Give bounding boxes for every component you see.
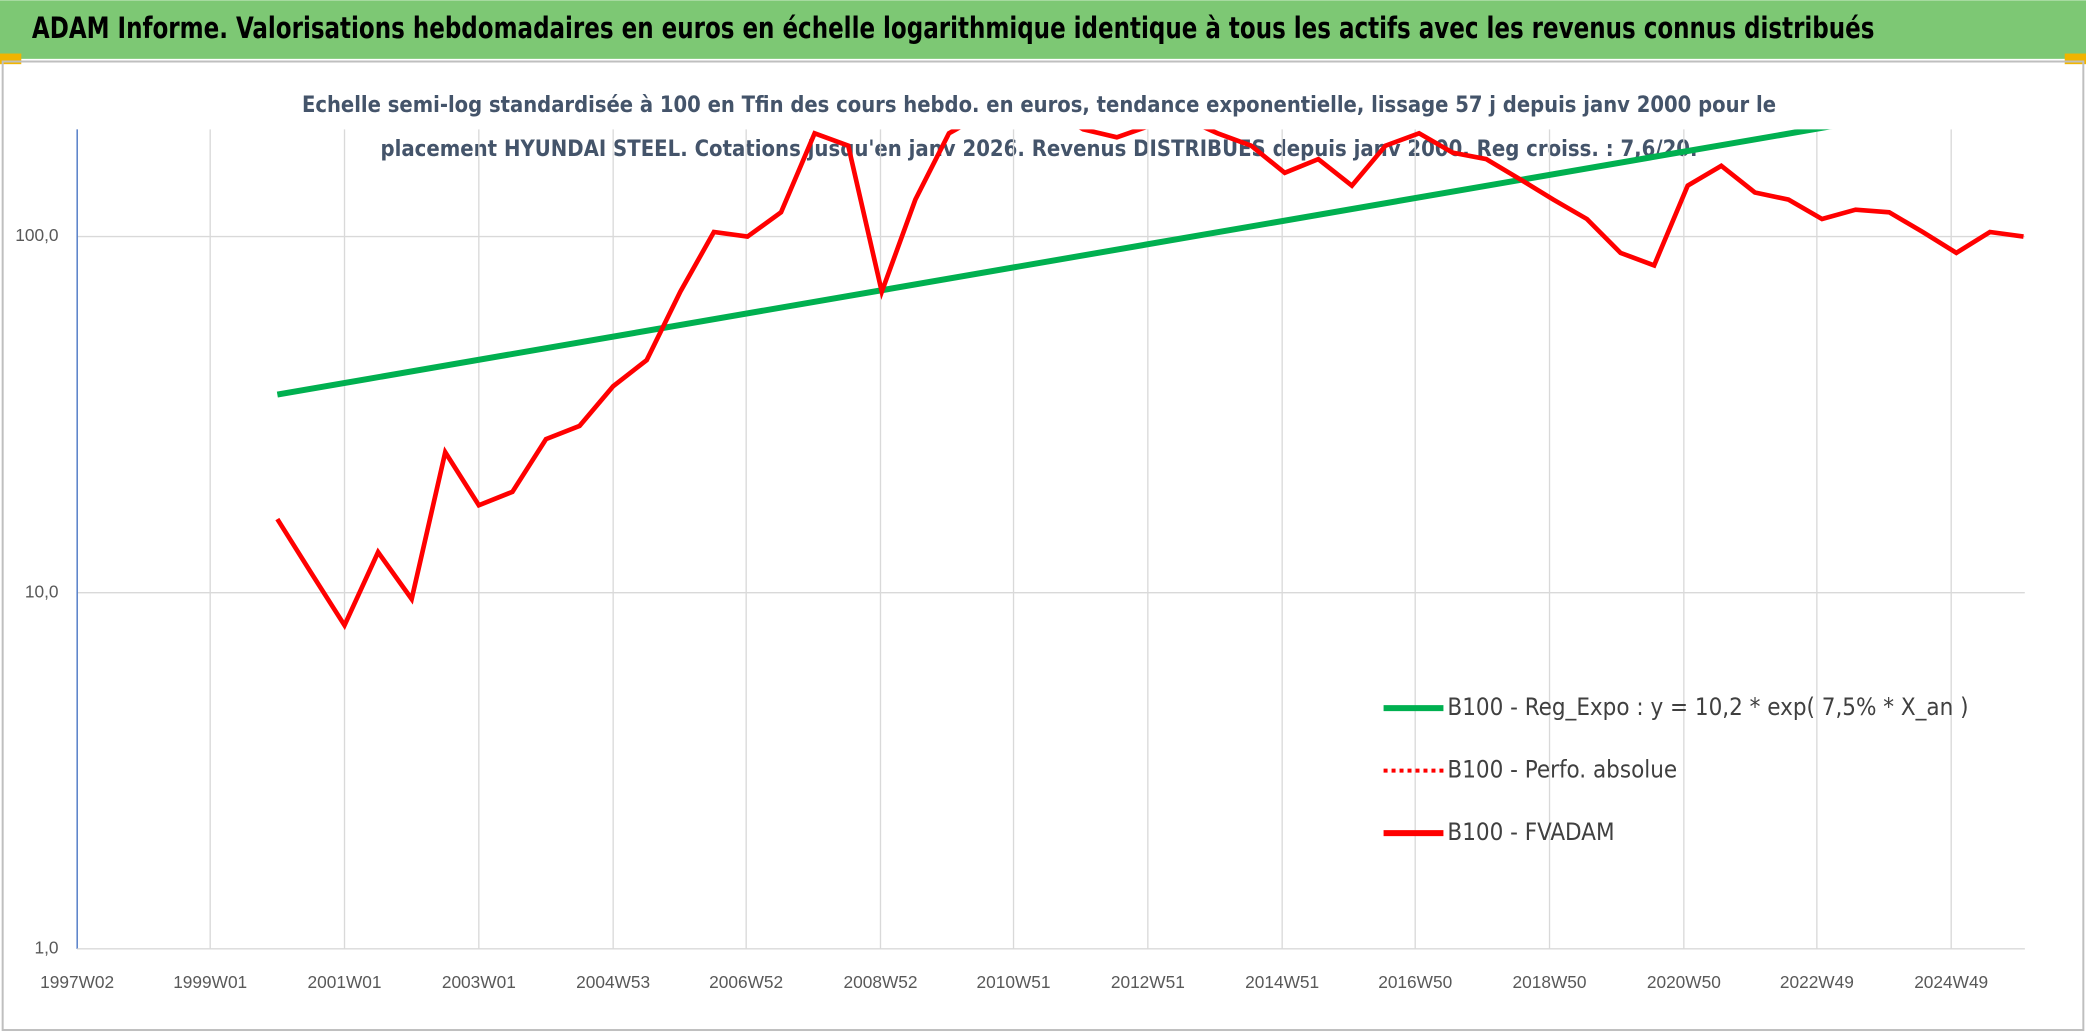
frame (1, 60, 2085, 1032)
y-tick-label: 100,0 (15, 225, 58, 245)
x-tick-label: 1997W02 (40, 972, 114, 992)
x-tick-label: 2006W52 (709, 972, 783, 992)
y-tick-label: 1,0 (35, 937, 59, 957)
chart-subtitle: placement HYUNDAI STEEL. Cotations jusqu… (380, 136, 1697, 162)
plot-area (275, 129, 2024, 631)
legend-label: B100 - Reg_Expo : y = 10,2 * exp( 7,5% *… (1447, 693, 1968, 721)
legend-label: B100 - Perfo. absolue (1447, 756, 1677, 784)
x-tick-label: 2008W52 (844, 972, 918, 992)
x-tick-label: 2010W51 (977, 972, 1051, 992)
data-line (275, 129, 2024, 631)
x-tick-label: 2022W49 (1780, 972, 1854, 992)
x-tick-label: 2020W50 (1647, 972, 1721, 992)
corner (0, 53, 22, 65)
x-tick-label: 2001W01 (308, 972, 382, 992)
x-tick-label: 2016W50 (1378, 972, 1452, 992)
title-bar (0, 0, 2086, 59)
corner (2064, 53, 2086, 65)
legend-label: B100 - FVADAM (1447, 818, 1614, 846)
x-tick-label: 2003W01 (442, 972, 516, 992)
y-tick-label: 10,0 (25, 581, 59, 601)
data-line (276, 129, 1831, 398)
x-tick-label: 2024W49 (1914, 972, 1988, 992)
chart-subtitle: Echelle semi-log standardisée à 100 en T… (302, 92, 1776, 118)
x-tick-label: 2014W51 (1245, 972, 1319, 992)
x-tick-label: 2004W53 (576, 972, 650, 992)
x-tick-label: 1999W01 (173, 972, 247, 992)
x-tick-label: 2012W51 (1111, 972, 1185, 992)
x-tick-label: 2018W50 (1513, 972, 1587, 992)
chart-title: ADAM Informe. Valorisations hebdomadaire… (32, 11, 1875, 45)
